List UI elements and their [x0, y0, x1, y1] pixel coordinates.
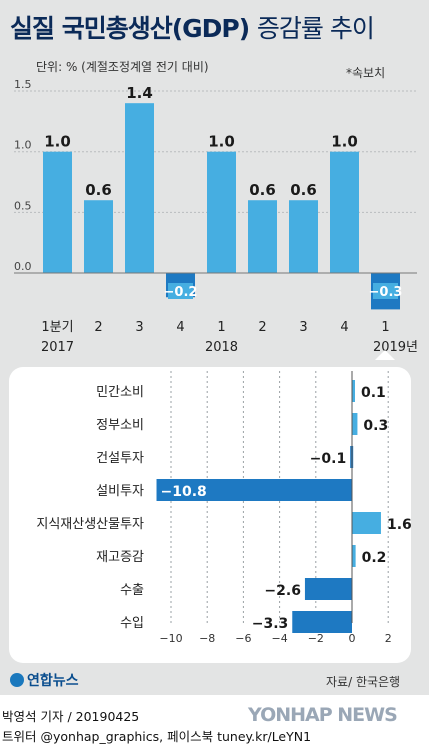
bar: [84, 200, 113, 273]
x-tick-label: 2: [258, 320, 266, 335]
value-label: 0.2: [362, 550, 387, 566]
x-tick-label: −10: [159, 632, 182, 645]
bar: [207, 151, 236, 273]
value-label: −0.1: [310, 451, 347, 467]
watermark: YONHAP NEWS: [248, 704, 398, 726]
x-tick-label: −4: [271, 632, 287, 645]
value-label: 0.6: [290, 181, 317, 199]
x-tick-label: −8: [199, 632, 215, 645]
value-label: 1.0: [44, 133, 71, 151]
value-label: 1.0: [208, 133, 235, 151]
chart-title: 실질 국민총생산(GDP) 증감률 추이: [10, 9, 375, 45]
bar: [248, 200, 277, 273]
x-tick-label: −2: [308, 632, 324, 645]
bar: [156, 479, 352, 501]
social-links: 트위터 @yonhap_graphics, 페이스북 tuney.kr/LeYN…: [2, 729, 312, 744]
value-label: −10.8: [161, 484, 207, 500]
category-label: 재고증감: [96, 550, 144, 565]
bar: [352, 380, 355, 402]
bar: [304, 578, 352, 600]
logo-text: 연합뉴스: [27, 673, 79, 689]
contribution-panel: −10 −8 −6 −4 −2 0 2 민간소비 0.1 정부소비 0.3 건설투자 −0.1 설비투자 −…: [9, 367, 412, 663]
value-label: 1.6: [387, 517, 411, 533]
value-label: 0.3: [363, 418, 388, 434]
value-label: −0.3: [369, 285, 403, 300]
x-tick-label: 4: [340, 320, 348, 335]
year-label: 2019년: [373, 340, 418, 355]
category-label: 수입: [120, 616, 144, 631]
value-label-box: [373, 283, 398, 299]
bar: [352, 413, 358, 435]
x-tick-label: 1: [381, 320, 389, 335]
value-label-box: [168, 283, 193, 299]
x-tick-label: 2: [385, 632, 392, 645]
category-label: 지식재산생산물투자: [36, 517, 144, 532]
y-tick-label: 1.5: [14, 78, 32, 91]
category-label: 수출: [120, 583, 144, 598]
bar: [125, 103, 154, 274]
source-label: 자료/ 한국은행: [326, 675, 401, 689]
value-label: 0.1: [361, 385, 386, 401]
bar: [292, 611, 352, 633]
value-label: −3.3: [252, 616, 289, 632]
unit-label: 단위: % (계절조정계열 전기 대비): [36, 60, 209, 74]
value-label: 1.0: [331, 133, 358, 151]
bar: [43, 151, 72, 273]
yonhap-logo: 연합뉴스: [10, 670, 79, 690]
category-label: 민간소비: [96, 385, 144, 400]
title-sub: 증감률 추이: [256, 14, 375, 43]
bar: [289, 200, 318, 273]
panel-pointer: [375, 350, 395, 360]
x-tick-label: 3: [299, 320, 307, 335]
x-tick-label: 1분기: [41, 320, 73, 335]
category-label: 건설투자: [96, 451, 144, 466]
value-label: −0.2: [164, 285, 198, 300]
x-tick-label: 0: [349, 632, 356, 645]
x-tick-label: 2: [94, 320, 102, 335]
x-tick-label: −6: [235, 632, 251, 645]
contribution-chart: −10 −8 −6 −4 −2 0 2 민간소비 0.1 정부소비 0.3 건설투자 −0.1 설비투자 −…: [36, 371, 412, 645]
bar: [352, 512, 381, 534]
quarterly-gdp-chart: 1.5 1.0 0.5 0.0 1.0 1분기 2017 0.6 2 1.4 3 −0.2 4 1.0 1 2…: [14, 78, 418, 360]
year-label: 2017: [41, 340, 74, 355]
y-tick-label: 0.0: [14, 260, 32, 273]
year-label: 2018: [205, 340, 238, 355]
y-tick-label: 0.5: [14, 199, 32, 212]
chart-card: 실질 국민총생산(GDP) 증감률 추이 단위: % (계절조정계열 전기 대비…: [0, 0, 429, 695]
y-tick-label: 1.0: [14, 139, 32, 152]
note-label: *속보치: [346, 66, 386, 80]
x-tick-label: 1: [217, 320, 225, 335]
x-tick-label: 3: [135, 320, 143, 335]
value-label: 0.6: [85, 181, 112, 199]
title-main: 실질 국민총생산(GDP): [10, 14, 250, 43]
bar: [330, 151, 359, 273]
value-label: 0.6: [249, 181, 276, 199]
byline: 박영석 기자 / 20190425: [2, 709, 140, 724]
logo-icon: [10, 673, 24, 687]
category-label: 정부소비: [96, 418, 144, 433]
value-label: 1.4: [126, 84, 153, 102]
bar: [352, 545, 356, 567]
value-label: −2.6: [264, 583, 301, 599]
x-tick-label: 4: [176, 320, 184, 335]
category-label: 설비투자: [96, 484, 144, 499]
